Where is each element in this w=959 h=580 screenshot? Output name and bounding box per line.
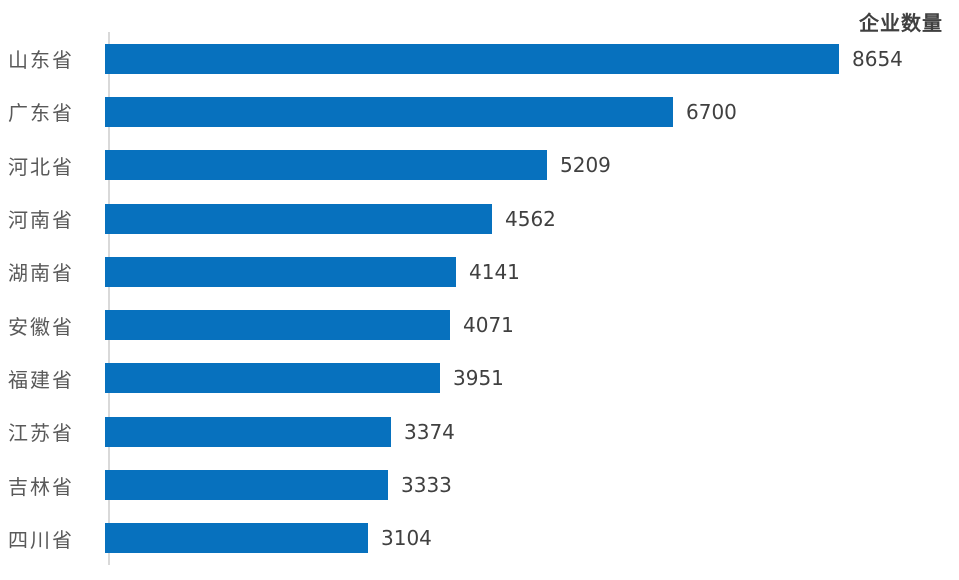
- value-label: 8654: [852, 46, 903, 71]
- bar: [105, 363, 440, 394]
- category-label: 广东省: [8, 101, 74, 126]
- bar-zone: 6700: [105, 85, 737, 138]
- bar-row: 河南省 4562: [0, 192, 959, 245]
- bar-zone: 5209: [105, 139, 611, 192]
- bar-zone: 4141: [105, 245, 520, 298]
- category-label: 四川省: [8, 527, 74, 552]
- bar: [105, 96, 673, 127]
- bar-zone: 4071: [105, 298, 514, 351]
- bar-row: 湖南省 4141: [0, 245, 959, 298]
- y-axis-line: [108, 32, 110, 565]
- bar: [105, 256, 456, 287]
- bar-zone: 3333: [105, 458, 452, 511]
- value-label: 4071: [463, 313, 514, 338]
- value-label: 3104: [381, 526, 432, 551]
- bar: [105, 150, 547, 181]
- bar: [105, 43, 839, 74]
- bar-row: 吉林省 3333: [0, 458, 959, 511]
- bar-row: 山东省 8654: [0, 32, 959, 85]
- bar: [105, 523, 368, 554]
- value-label: 5209: [560, 153, 611, 178]
- bar-row: 福建省 3951: [0, 352, 959, 405]
- value-label: 3374: [404, 419, 455, 444]
- category-label: 河南省: [8, 208, 74, 233]
- value-label: 6700: [686, 99, 737, 124]
- value-label: 4562: [505, 206, 556, 231]
- category-label: 江苏省: [8, 421, 74, 446]
- category-label: 安徽省: [8, 314, 74, 339]
- category-label: 吉林省: [8, 474, 74, 499]
- category-label: 河北省: [8, 154, 74, 179]
- value-label: 3951: [453, 366, 504, 391]
- bar: [105, 470, 388, 501]
- value-label: 4141: [469, 259, 520, 284]
- bar-row: 广东省 6700: [0, 85, 959, 138]
- bar-zone: 3951: [105, 352, 504, 405]
- category-label: 福建省: [8, 367, 74, 392]
- category-label: 湖南省: [8, 261, 74, 286]
- chart-title: 企业数量: [859, 11, 943, 35]
- bar-row: 四川省 3104: [0, 512, 959, 565]
- bar-rows: 山东省 8654 广东省 6700 河北省 5209 河南省 4562 湖南省 4141 安徽省 40…: [0, 32, 959, 565]
- bar-zone: 8654: [105, 32, 903, 85]
- bar-row: 江苏省 3374: [0, 405, 959, 458]
- bar-row: 安徽省 4071: [0, 298, 959, 351]
- bar: [105, 310, 450, 341]
- bar: [105, 203, 492, 234]
- category-label: 山东省: [8, 48, 74, 73]
- bar-zone: 4562: [105, 192, 556, 245]
- bar: [105, 416, 391, 447]
- bar-zone: 3104: [105, 512, 432, 565]
- bar-zone: 3374: [105, 405, 455, 458]
- bar-row: 河北省 5209: [0, 139, 959, 192]
- value-label: 3333: [401, 473, 452, 498]
